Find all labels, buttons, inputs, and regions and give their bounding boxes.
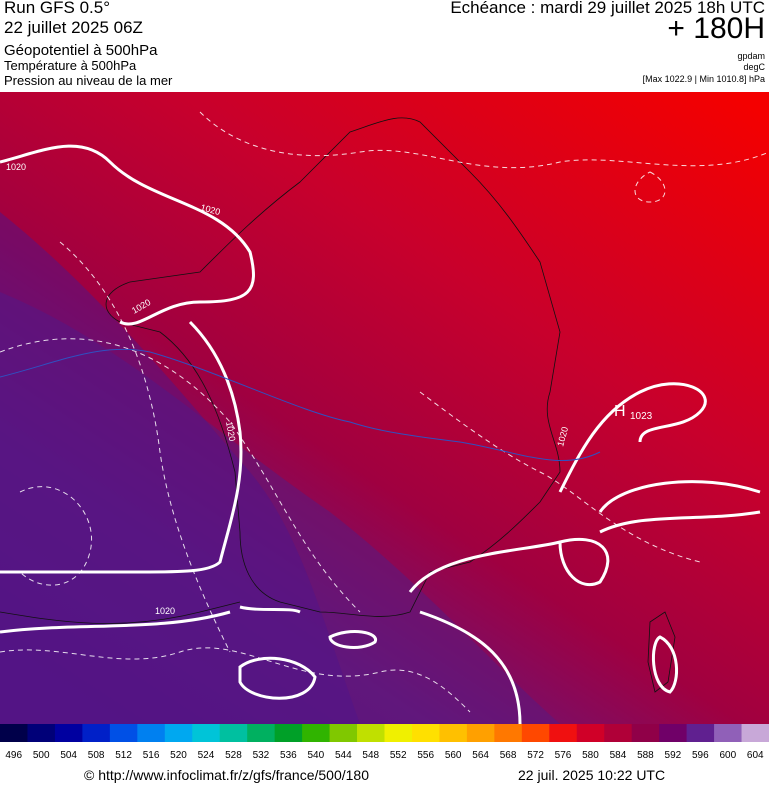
color-swatch	[0, 724, 28, 742]
color-swatch	[576, 724, 605, 742]
color-swatch	[659, 724, 688, 742]
scale-label: 564	[472, 750, 489, 761]
scale-label: 604	[747, 750, 764, 761]
scale-label: 516	[143, 750, 160, 761]
color-swatch	[137, 724, 166, 742]
isobar	[0, 144, 761, 724]
scale-label: 556	[417, 750, 434, 761]
color-swatch	[192, 724, 221, 742]
color-swatch	[247, 724, 276, 742]
field: Géopotentiel à 500hPa	[4, 42, 158, 59]
color-swatch	[357, 724, 385, 742]
scale-label: 580	[582, 750, 599, 761]
scale-label: 548	[362, 750, 379, 761]
scale-label: 572	[527, 750, 544, 761]
scale-label: 504	[60, 750, 77, 761]
scale-label: 584	[610, 750, 627, 761]
color-swatch	[521, 724, 550, 742]
scale-label: 520	[170, 750, 187, 761]
color-swatch	[411, 724, 440, 742]
scale-label: 560	[445, 750, 462, 761]
isobar-label: 1020	[155, 606, 175, 616]
scale-label: 568	[500, 750, 517, 761]
timestamp: 22 juil. 2025 10:22 UTC	[518, 767, 666, 783]
scale-label: 552	[390, 750, 407, 761]
isotherm-zero	[0, 348, 601, 462]
scale-label: 536	[280, 750, 297, 761]
color-swatch	[439, 724, 468, 742]
scale-label: 588	[637, 750, 654, 761]
color-swatch	[494, 724, 523, 742]
color-swatch	[82, 724, 111, 742]
isotherm	[0, 111, 769, 713]
run-date: 22 juillet 2025 06Z	[4, 18, 143, 37]
color-swatch	[466, 724, 495, 742]
color-swatch	[329, 724, 358, 742]
isobar-label: 1023	[630, 411, 653, 422]
scale-label: 524	[198, 750, 215, 761]
scale-label: 596	[692, 750, 709, 761]
scale-label: 496	[5, 750, 22, 761]
scale-label: 540	[307, 750, 324, 761]
color-swatch	[27, 724, 56, 742]
scale-label: 508	[88, 750, 105, 761]
scale-label: 544	[335, 750, 352, 761]
echeance: Echéance : mardi 29 juillet 2025 18h UTC	[450, 0, 765, 17]
color-swatch	[714, 724, 743, 742]
source-url: © http://www.infoclimat.fr/z/gfs/france/…	[84, 767, 369, 783]
color-swatch	[686, 724, 715, 742]
run: Run GFS 0.5°	[4, 0, 111, 17]
scale-label: 576	[555, 750, 572, 761]
scale-label: 592	[665, 750, 682, 761]
scale-label: 512	[115, 750, 132, 761]
scale-label: 532	[253, 750, 270, 761]
color-swatch	[274, 724, 303, 742]
field: Pression au niveau de la mer	[4, 73, 173, 88]
scale-label: 600	[719, 750, 736, 761]
color-swatch	[384, 724, 413, 742]
unit: gpdam	[737, 51, 765, 61]
color-swatch	[54, 724, 83, 742]
color-swatch	[631, 724, 660, 742]
scale-label: 500	[33, 750, 50, 761]
color-swatch	[549, 724, 578, 742]
lead-time: + 180H	[667, 12, 765, 45]
color-swatch	[219, 724, 248, 742]
color-swatch	[109, 724, 138, 742]
scale-label: 528	[225, 750, 242, 761]
color-swatch	[302, 724, 331, 742]
unit: degC	[743, 62, 765, 72]
color-swatch	[604, 724, 633, 742]
isobar-label: 1020	[224, 421, 237, 442]
field: Température à 500hPa	[4, 58, 137, 73]
isobar-label: 1020	[6, 162, 26, 172]
color-swatch	[164, 724, 193, 742]
color-swatch	[741, 724, 769, 742]
range: [Max 1022.9 | Min 1010.8] hPa	[642, 74, 765, 84]
high-marker: H	[614, 403, 626, 420]
color-scale: 496 500 504 508 512 516 520 524 528 532 536 540 544 5…	[0, 724, 769, 761]
